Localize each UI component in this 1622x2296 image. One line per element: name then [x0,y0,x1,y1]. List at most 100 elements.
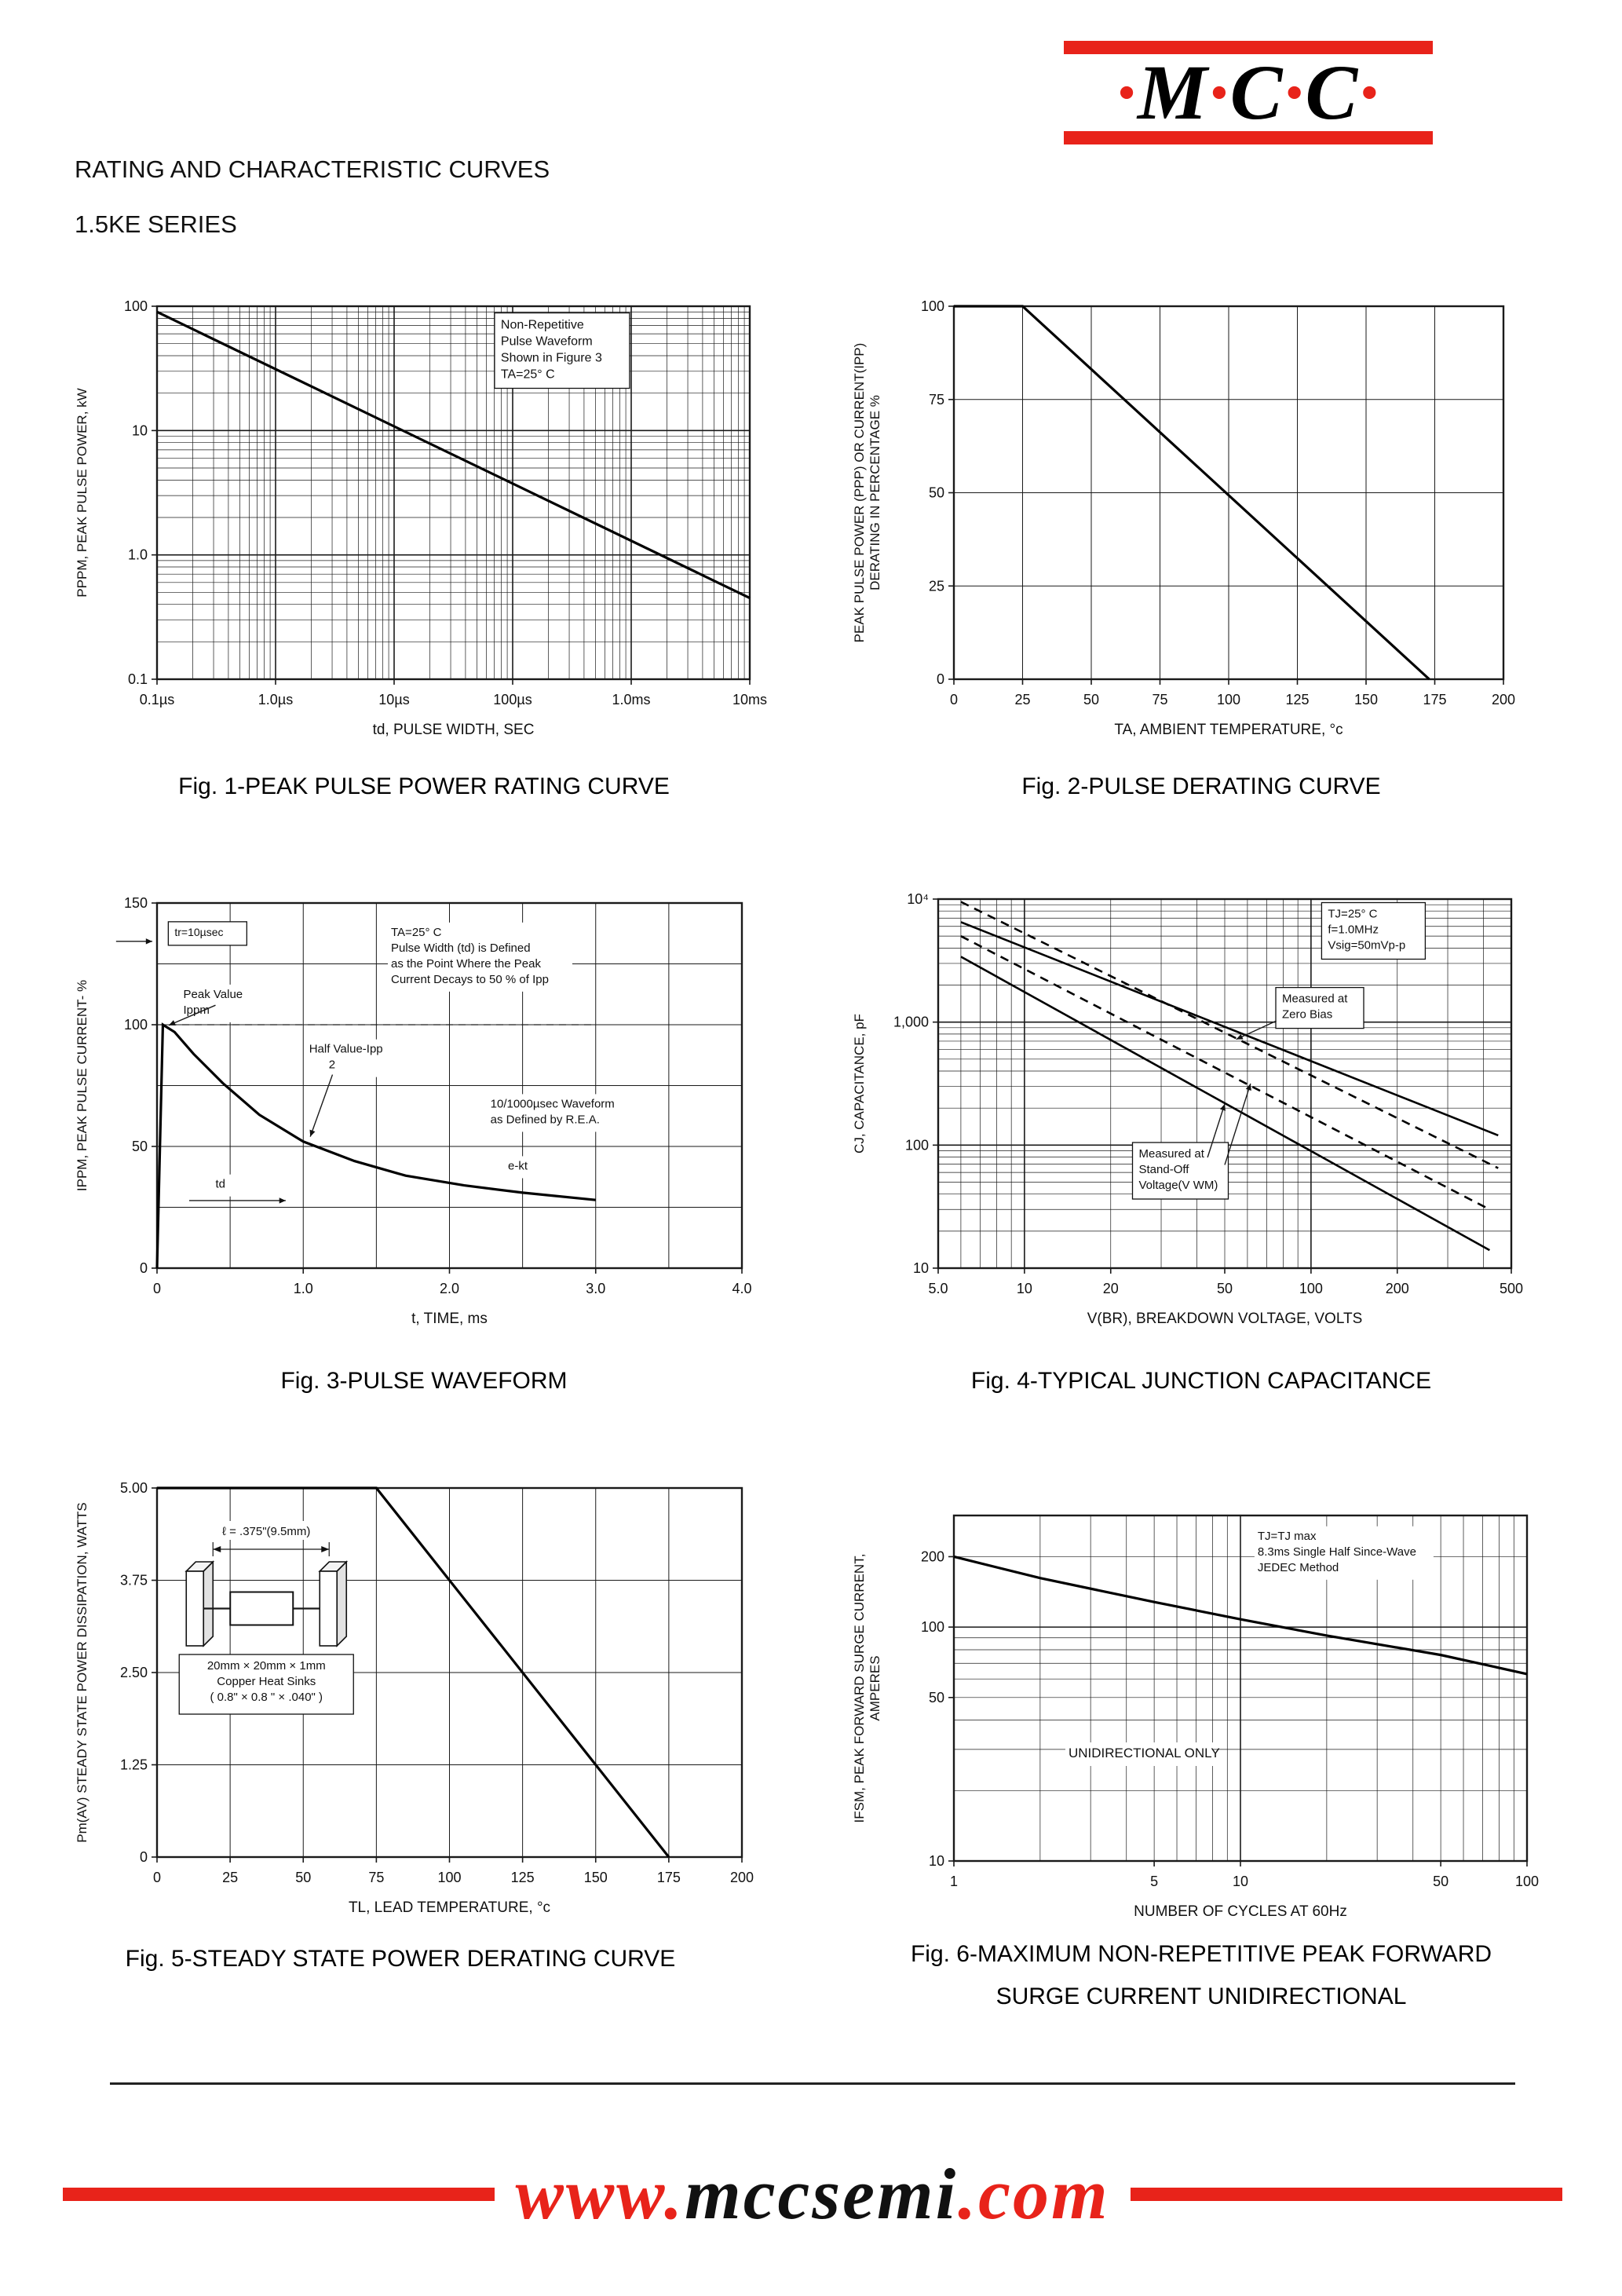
svg-text:ℓ = .375"(9.5mm): ℓ = .375"(9.5mm) [222,1525,310,1538]
svg-text:Measured at: Measured at [1282,993,1348,1006]
logo-bar-bottom [1064,131,1433,144]
svg-text:100: 100 [905,1137,929,1153]
footer-bar-right [1130,2187,1562,2201]
svg-text:0: 0 [153,1870,161,1885]
svg-text:100µs: 100µs [493,692,532,707]
svg-text:TL, LEAD TEMPERATURE, °c: TL, LEAD TEMPERATURE, °c [349,1899,550,1916]
fig1-peak-pulse-power-rating-chart: 0.1µs 1.0µs 10µs 100µs 1.0ms 10ms 100 10 1.0 0.1 t… [71,291,777,766]
fig5-power-derating-chart: 0 25 50 75 100 125 150 175 200 0 1.25 2.50 3.75 5.00 T… [71,1468,777,1943]
svg-text:t, TIME, ms: t, TIME, ms [411,1311,488,1327]
svg-text:25: 25 [929,578,944,594]
svg-text:10/1000µsec Waveform: 10/1000µsec Waveform [491,1097,615,1110]
svg-text:200: 200 [921,1548,944,1564]
fig4-caption: Fig. 4-TYPICAL JUNCTION CAPACITANCE [970,1368,1432,1394]
logo-bar-top [1064,41,1433,54]
svg-text:10: 10 [1017,1281,1032,1296]
svg-text:2.50: 2.50 [120,1665,148,1680]
svg-text:td, PULSE WIDTH, SEC: td, PULSE WIDTH, SEC [373,722,535,738]
svg-text:tr=10µsec: tr=10µsec [174,926,223,938]
fig2-pulse-derating-chart: 0 25 50 75 100 125 150 175 200 0 25 50 75 100 TA, AMBI… [848,291,1554,766]
svg-text:175: 175 [657,1870,681,1885]
logo-dot: · [1208,49,1230,136]
svg-text:Current Decays to 50 % of Ipp: Current Decays to 50 % of Ipp [391,973,549,986]
svg-text:100: 100 [921,1619,944,1635]
fig4-plot: 5.0 10 20 50 100 200 500 10 100 1,000 10⁴ V(BR), BR… [852,891,1523,1327]
svg-text:Half Value-Ipp: Half Value-Ipp [309,1043,383,1056]
svg-text:100: 100 [124,1017,148,1033]
svg-text:Measured at: Measured at [1139,1147,1205,1161]
svg-text:V(BR), BREAKDOWN VOLTAGE, VOL: V(BR), BREAKDOWN VOLTAGE, VOLTS [1087,1311,1363,1327]
svg-text:td: td [216,1178,226,1191]
svg-text:150: 150 [584,1870,608,1885]
fig3-caption: Fig. 3-PULSE WAVEFORM [280,1368,568,1394]
svg-text:Stand-Off: Stand-Off [1139,1163,1190,1176]
svg-text:Ippm: Ippm [184,1004,210,1017]
svg-text:500: 500 [1500,1281,1523,1296]
svg-text:5: 5 [1150,1874,1158,1889]
logo-letter: M [1137,49,1209,136]
svg-text:10µs: 10µs [378,692,409,707]
svg-text:0: 0 [153,1281,161,1296]
svg-text:100: 100 [1515,1874,1539,1889]
svg-text:0: 0 [937,671,944,687]
fig2-plot: 0 25 50 75 100 125 150 175 200 0 25 50 75 100 TA, AMBI… [852,298,1515,738]
svg-text:1,000: 1,000 [893,1015,929,1030]
svg-text:Shown in Figure 3: Shown in Figure 3 [501,352,602,365]
svg-text:100: 100 [1299,1281,1323,1296]
fig6-caption-line1: Fig. 6-MAXIMUM NON-REPETITIVE PEAK FORWA… [910,1941,1492,1967]
svg-text:75: 75 [1152,692,1167,707]
svg-text:200: 200 [1386,1281,1409,1296]
logo-dot: · [1284,49,1306,136]
svg-text:100: 100 [437,1870,461,1885]
svg-text:25: 25 [222,1870,238,1885]
svg-text:Peak Value: Peak Value [184,988,243,1001]
svg-text:10: 10 [929,1853,944,1869]
svg-text:IPPM, PEAK PULSE CURRENT- %: IPPM, PEAK PULSE CURRENT- % [75,980,90,1191]
svg-text:AMPERES: AMPERES [868,1655,882,1720]
svg-text:TA=25° C: TA=25° C [501,368,555,382]
logo-dot: · [1116,49,1138,136]
svg-text:JEDEC Method: JEDEC Method [1258,1561,1339,1574]
footer-bar-left [63,2187,495,2201]
svg-text:5.0: 5.0 [928,1281,948,1296]
svg-text:e-kt: e-kt [508,1159,528,1172]
fig5-plot: 0 25 50 75 100 125 150 175 200 0 1.25 2.50 3.75 5.00 T… [75,1480,754,1916]
svg-text:10ms: 10ms [732,692,767,707]
fig1-caption: Fig. 1-PEAK PULSE POWER RATING CURVE [178,773,670,799]
svg-text:150: 150 [1354,692,1378,707]
svg-text:8.3ms Single Half Since-Wave: 8.3ms Single Half Since-Wave [1258,1545,1416,1559]
svg-text:50: 50 [1217,1281,1233,1296]
svg-text:1.0: 1.0 [294,1281,313,1296]
svg-text:f=1.0MHz: f=1.0MHz [1328,923,1379,937]
footer: www.mccsemi.com [63,2158,1562,2230]
svg-text:PPPM, PEAK PULSE POWER, kW: PPPM, PEAK PULSE POWER, kW [75,388,90,597]
svg-text:as the Point Where the Peak: as the Point Where the Peak [391,957,541,971]
svg-text:2.0: 2.0 [440,1281,459,1296]
svg-text:10: 10 [1233,1874,1248,1889]
svg-text:Copper Heat Sinks: Copper Heat Sinks [217,1675,316,1688]
svg-text:TJ=25° C: TJ=25° C [1328,908,1377,921]
url-domain: mccsemi [685,2154,959,2234]
svg-text:10: 10 [132,422,148,438]
svg-text:100: 100 [124,298,148,314]
svg-text:50: 50 [295,1870,311,1885]
svg-text:2: 2 [309,1058,335,1072]
svg-text:0.1: 0.1 [128,671,148,687]
fig3-pulse-waveform-chart: 0 1.0 2.0 3.0 4.0 0 50 100 150 t, TIME, ms IPPM, P… [71,879,777,1355]
svg-text:Vsig=50mVp-p: Vsig=50mVp-p [1328,939,1405,952]
svg-text:Pulse Waveform: Pulse Waveform [501,335,593,349]
svg-text:75: 75 [368,1870,384,1885]
fig6-surge-current-chart: 1 5 10 50 100 10 50 100 200 NUMBER OF CYCLES AT 6… [848,1496,1554,1940]
fig6-plot: 1 5 10 50 100 10 50 100 200 NUMBER OF CYCLES AT 6… [852,1514,1539,1920]
svg-text:3.0: 3.0 [586,1281,605,1296]
svg-text:0.1µs: 0.1µs [140,692,174,707]
svg-text:1.0: 1.0 [128,547,148,563]
svg-text:50: 50 [1083,692,1099,707]
logo-dot: · [1359,49,1381,136]
svg-text:50: 50 [929,485,944,501]
svg-text:0: 0 [140,1260,148,1276]
url-tld: .com [958,2154,1110,2234]
svg-text:TJ=TJ max: TJ=TJ max [1258,1530,1317,1543]
svg-text:IFSM, PEAK FORWARD SURGE CURRE: IFSM, PEAK FORWARD SURGE CURRENT, [852,1554,867,1823]
